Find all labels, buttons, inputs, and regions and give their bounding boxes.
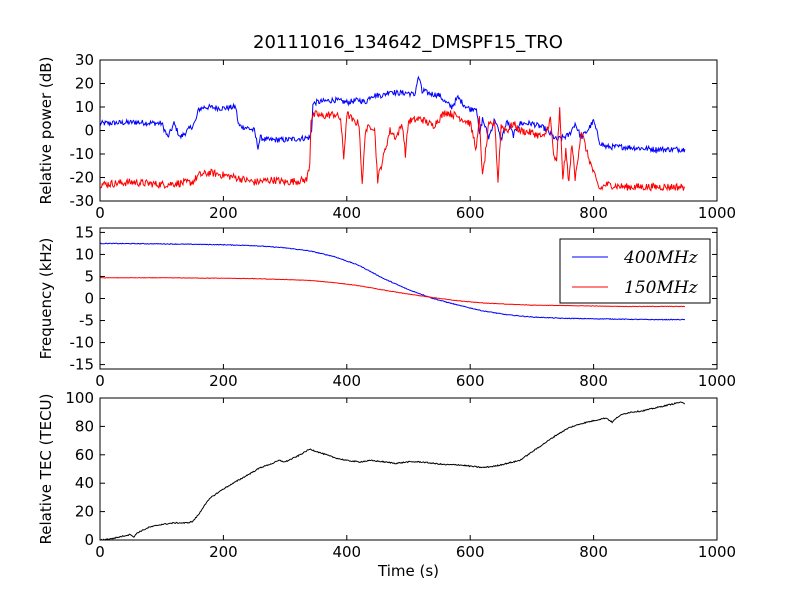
legend-label: 150MHz	[624, 278, 699, 298]
plot-frame	[99, 397, 718, 541]
series-line-1-2	[100, 107, 686, 192]
y-tick-label: 10	[75, 98, 94, 116]
x-tick-label: 1000	[698, 204, 736, 222]
y-tick-label: 60	[75, 446, 94, 464]
y-tick-label: -15	[70, 356, 95, 374]
x-tick-label: 200	[209, 204, 238, 222]
x-axis-label: Time (s)	[377, 562, 439, 580]
x-tick-label: 600	[456, 543, 485, 561]
panels: 0 200 400 600 800 1000-30-20-100102030Relativ…	[37, 51, 736, 580]
x-tick-label: 800	[579, 372, 608, 390]
x-tick-label: 600	[456, 204, 485, 222]
y-tick-label: 20	[75, 75, 94, 93]
x-tick-label: 400	[332, 543, 361, 561]
x-tick-label: 200	[209, 543, 238, 561]
y-tick-label: -10	[70, 145, 95, 163]
x-tick-label: 800	[579, 543, 608, 561]
x-tick-label: 0	[95, 204, 105, 222]
legend: 400MHz 150MHz	[559, 238, 711, 304]
y-tick-label: 0	[84, 122, 94, 140]
y-tick-label: 15	[75, 223, 94, 241]
y-tick-label: 10	[75, 245, 94, 263]
series-line-1-1	[100, 75, 686, 154]
y-tick-label: 100	[65, 389, 94, 407]
y-tick-label: 20	[75, 503, 94, 521]
y-tick-label: 80	[75, 417, 94, 435]
x-tick-label: 600	[456, 372, 485, 390]
x-tick-label: 1000	[698, 543, 736, 561]
y-tick-label: -10	[70, 334, 95, 352]
y-axis-label: Frequency (kHz)	[37, 238, 55, 360]
y-tick-label: -20	[70, 169, 95, 187]
series-line-400mhz	[100, 242, 685, 321]
x-tick-label: 0	[95, 372, 105, 390]
y-tick-label: 0	[84, 531, 94, 549]
panel-3: 0 200 400 600 800 1000 0 20 40 60 80 100 Relative TE…	[37, 389, 736, 580]
y-tick-label: 40	[75, 474, 94, 492]
chart-title: 20111016_134642_DMSPF15_TRO	[253, 32, 563, 53]
x-tick-label: 400	[332, 372, 361, 390]
y-tick-label: 5	[84, 267, 94, 285]
y-axis-label: Relative TEC (TECU)	[37, 394, 55, 545]
series-line-150mhz	[100, 277, 686, 308]
x-tick-label: 400	[332, 204, 361, 222]
panel-1: 0 200 400 600 800 1000 -30 -20 -10 0 10 20 30 Relativ…	[37, 51, 736, 222]
y-tick-label: 0	[84, 290, 94, 308]
y-tick-label: -30	[70, 192, 95, 210]
x-tick-label: 800	[579, 204, 608, 222]
legend-box	[559, 238, 711, 304]
series-line-3-1	[100, 401, 685, 540]
legend-label: 400MHz	[623, 248, 699, 268]
x-tick-label: 1000	[698, 372, 736, 390]
x-tick-label: 0	[95, 543, 105, 561]
x-tick-label: 200	[209, 372, 238, 390]
panel-2: 0 200 400 600 800 1000 -15 -10 -5 0 5 10 15 Frequency…	[37, 223, 736, 390]
y-axis-label: Relative power (dB)	[37, 57, 55, 205]
y-tick-label: -5	[79, 312, 94, 330]
y-tick-label: 30	[75, 51, 94, 69]
